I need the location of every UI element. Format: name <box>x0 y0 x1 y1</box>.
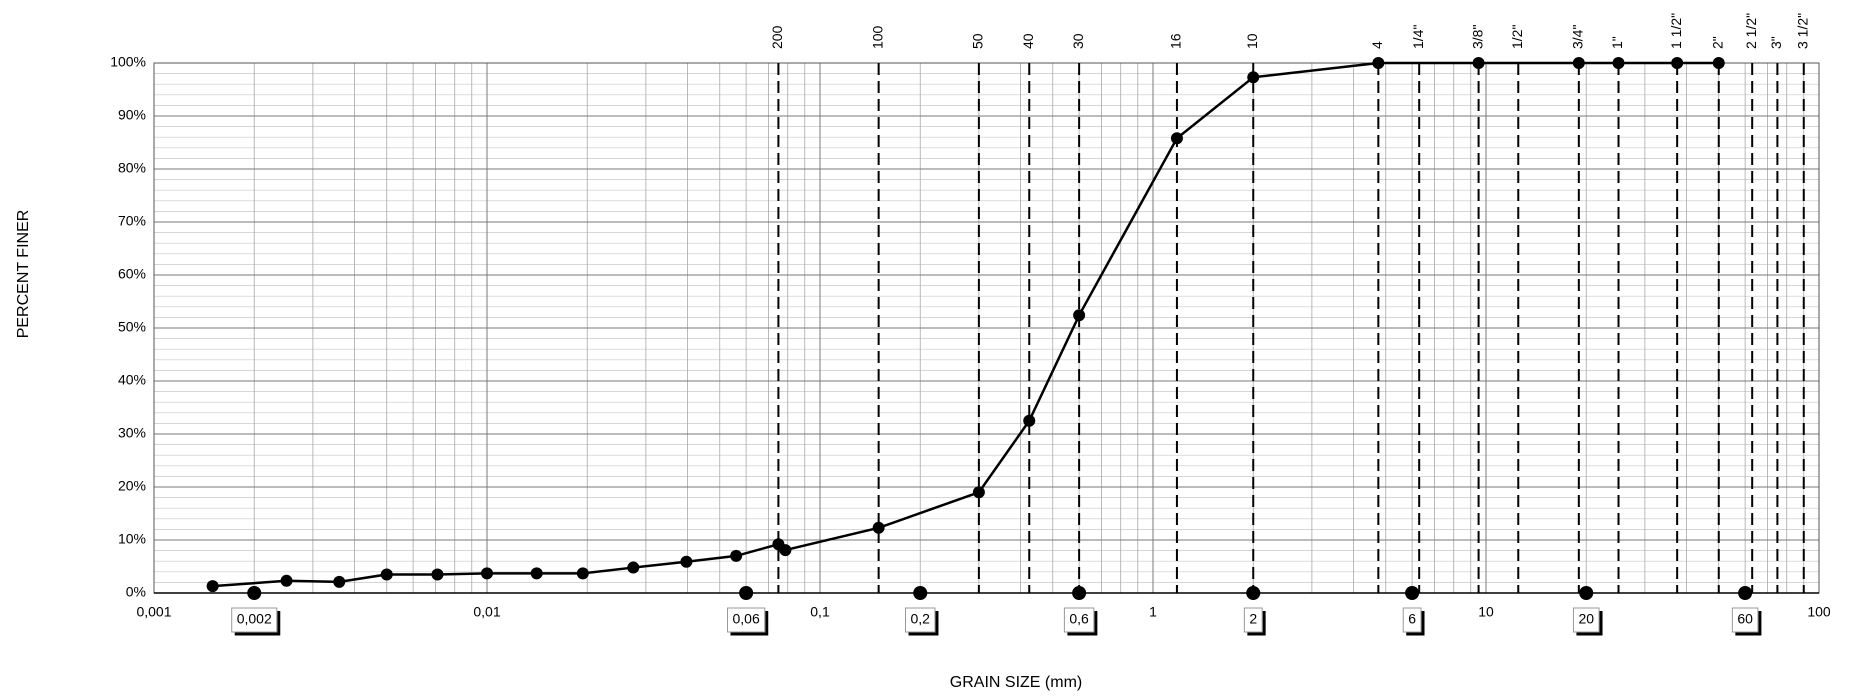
data-point <box>380 568 393 581</box>
sieve-label: 50 <box>970 33 986 49</box>
boundary-box <box>1731 607 1759 633</box>
data-point <box>1671 57 1684 69</box>
data-point <box>481 567 493 580</box>
data-point <box>1572 57 1585 69</box>
boundary-label: 0,002 <box>237 611 272 627</box>
boundary-box-shadow <box>908 611 939 636</box>
data-point <box>627 561 640 574</box>
sieve-label: 16 <box>1168 33 1184 49</box>
boundary-box-shadow <box>1576 611 1603 636</box>
boundary-label: 2 <box>1249 611 1257 627</box>
data-point <box>1472 57 1485 69</box>
boundary-box <box>231 607 278 633</box>
data-point <box>1612 57 1625 69</box>
x-tick-label: 10 <box>1478 604 1494 620</box>
boundary-box <box>1572 607 1600 633</box>
y-tick-label: 40% <box>118 372 146 388</box>
boundary-box-shadow <box>1406 611 1425 636</box>
data-point <box>1023 414 1036 427</box>
boundary-box-shadow <box>1067 611 1098 636</box>
boundary-marker <box>1738 586 1753 600</box>
data-point <box>576 567 589 580</box>
boundary-marker <box>1246 586 1261 600</box>
sieve-label: 4 <box>1369 41 1385 49</box>
boundary-box-shadow <box>730 611 769 636</box>
sieve-label: 1/2" <box>1509 25 1525 49</box>
x-tick-label: 0,001 <box>136 604 171 620</box>
y-tick-label: 0% <box>126 584 146 600</box>
y-tick-label: 30% <box>118 425 146 441</box>
y-axis-label: PERCENT FINER <box>15 210 32 339</box>
y-tick-label: 60% <box>118 266 146 282</box>
boundary-box <box>1402 607 1422 633</box>
y-tick-label: 20% <box>118 478 146 494</box>
data-point <box>872 521 885 534</box>
sieve-label: 40 <box>1020 33 1036 49</box>
data-point <box>530 567 543 580</box>
x-tick-label: 1 <box>1149 604 1157 620</box>
boundary-marker <box>247 586 262 600</box>
data-point <box>431 568 444 581</box>
x-axis-label: GRAIN SIZE (mm) <box>950 674 1082 691</box>
boundary-box-shadow <box>234 611 281 636</box>
boundary-box <box>1243 607 1263 633</box>
boundary-marker <box>1072 586 1087 600</box>
boundary-box-shadow <box>1247 611 1266 636</box>
y-tick-label: 50% <box>118 319 146 335</box>
sieve-label: 3/4" <box>1570 25 1586 49</box>
data-point <box>730 549 743 562</box>
sieve-label: 2 1/2" <box>1743 13 1759 49</box>
data-point <box>1073 309 1086 322</box>
sieve-label: 30 <box>1070 33 1086 49</box>
sieve-label: 10 <box>1244 33 1260 49</box>
y-tick-label: 100% <box>110 54 146 70</box>
data-point <box>1372 57 1385 69</box>
boundary-marker <box>913 586 928 600</box>
sieve-label: 3" <box>1768 36 1784 49</box>
sieve-label: 1" <box>1609 36 1625 49</box>
boundary-box <box>905 607 936 633</box>
boundary-label: 6 <box>1408 611 1416 627</box>
data-point <box>333 575 346 588</box>
x-tick-label: 100 <box>1807 604 1831 620</box>
boundary-marker <box>739 586 754 600</box>
y-tick-label: 70% <box>118 213 146 229</box>
boundary-box <box>1063 607 1095 633</box>
boundary-label: 60 <box>1737 611 1753 627</box>
data-point <box>280 574 293 587</box>
sieve-label: 3 1/2" <box>1794 13 1810 49</box>
y-tick-label: 90% <box>118 107 146 123</box>
boundary-label: 20 <box>1578 611 1594 627</box>
boundary-label: 0,2 <box>911 611 931 627</box>
boundary-label: 0,06 <box>732 611 759 627</box>
boundary-marker <box>1405 586 1420 600</box>
sieve-label: 3/8" <box>1469 25 1485 49</box>
data-point <box>972 486 985 499</box>
x-tick-label: 0,1 <box>810 604 830 620</box>
boundary-box-shadow <box>1735 611 1762 636</box>
sieve-label: 100 <box>869 25 885 49</box>
data-point <box>1712 57 1725 69</box>
boundary-label: 0,6 <box>1069 611 1089 627</box>
data-point <box>779 544 792 557</box>
data-point <box>1247 71 1260 84</box>
sieve-label: 2" <box>1709 36 1725 49</box>
boundary-marker <box>1579 586 1594 600</box>
data-point <box>1170 132 1183 145</box>
x-tick-label: 0,01 <box>473 604 500 620</box>
boundary-box <box>726 607 766 633</box>
y-tick-label: 10% <box>118 531 146 547</box>
data-point <box>680 555 693 568</box>
data-point <box>206 580 219 593</box>
y-tick-label: 80% <box>118 160 146 176</box>
sieve-label: 1 1/2" <box>1668 13 1684 49</box>
sieve-label: 1/4" <box>1410 25 1426 49</box>
sieve-label: 200 <box>769 25 785 49</box>
